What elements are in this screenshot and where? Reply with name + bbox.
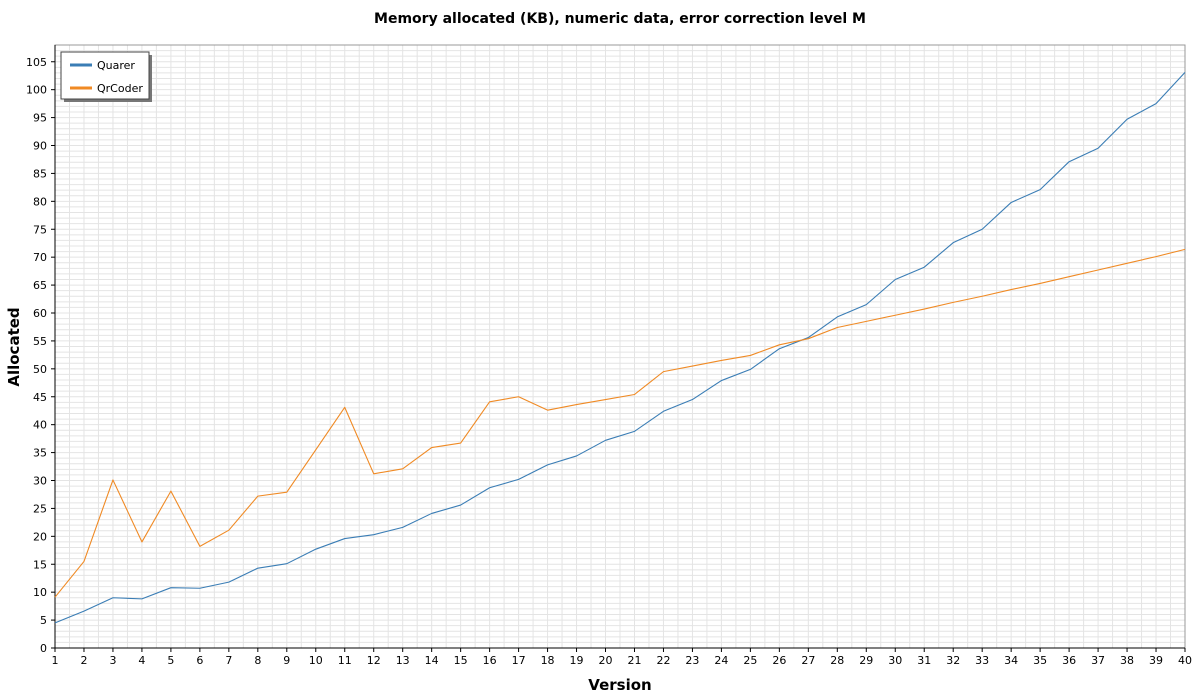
y-tick-label: 25 — [33, 502, 47, 515]
x-tick-label: 10 — [309, 654, 323, 667]
axes — [51, 44, 1186, 652]
x-tick-label: 30 — [888, 654, 902, 667]
x-tick-label: 33 — [975, 654, 989, 667]
x-tick-label: 14 — [425, 654, 439, 667]
x-tick-label: 27 — [801, 654, 815, 667]
y-tick-label: 70 — [33, 251, 47, 264]
x-tick-label: 29 — [859, 654, 873, 667]
legend: Quarer QrCoder — [60, 51, 152, 102]
x-tick-label: 31 — [917, 654, 931, 667]
y-tick-label: 65 — [33, 279, 47, 292]
x-tick-label: 35 — [1033, 654, 1047, 667]
x-tick-label: 37 — [1091, 654, 1105, 667]
x-tick-label: 13 — [396, 654, 410, 667]
x-tick-label: 25 — [743, 654, 757, 667]
y-tick-label: 5 — [40, 614, 47, 627]
x-tick-label: 12 — [367, 654, 381, 667]
x-tick-label: 22 — [656, 654, 670, 667]
chart-title: Memory allocated (KB), numeric data, err… — [374, 11, 866, 27]
x-tick-label: 36 — [1062, 654, 1076, 667]
y-tick-label: 85 — [33, 167, 47, 180]
x-tick-label: 39 — [1149, 654, 1163, 667]
y-tick-label: 40 — [33, 419, 47, 432]
x-tick-label: 5 — [167, 654, 174, 667]
x-tick-label: 17 — [512, 654, 526, 667]
y-tick-label: 15 — [33, 558, 47, 571]
grid-lines — [55, 44, 1186, 648]
y-tick-label: 105 — [26, 56, 47, 69]
series-line-qrcoder — [54, 248, 1186, 598]
x-axis-title: Version — [588, 676, 651, 694]
y-tick-label: 35 — [33, 447, 47, 460]
x-tick-label: 15 — [454, 654, 468, 667]
x-tick-label: 1 — [52, 654, 59, 667]
x-tick-label: 2 — [80, 654, 87, 667]
x-tick-label: 6 — [196, 654, 203, 667]
y-axis-title: Allocated — [5, 307, 23, 386]
x-tick-label: 40 — [1178, 654, 1192, 667]
x-tick-label: 28 — [830, 654, 844, 667]
y-tick-label: 60 — [33, 307, 47, 320]
x-tick-label: 8 — [254, 654, 261, 667]
x-tick-label: 9 — [283, 654, 290, 667]
x-tick-label: 32 — [946, 654, 960, 667]
legend-label-quarer: Quarer — [97, 59, 135, 72]
series-lines — [54, 71, 1186, 624]
x-tick-label: 34 — [1004, 654, 1018, 667]
legend-label-qrcoder: QrCoder — [97, 82, 143, 95]
x-tick-label: 24 — [714, 654, 728, 667]
y-tick-label: 80 — [33, 195, 47, 208]
y-tick-label: 10 — [33, 586, 47, 599]
x-tick-label: 21 — [627, 654, 641, 667]
x-tick-label: 18 — [541, 654, 555, 667]
x-tick-label: 23 — [685, 654, 699, 667]
x-tick-label: 3 — [109, 654, 116, 667]
y-tick-label: 30 — [33, 475, 47, 488]
y-tick-label: 55 — [33, 335, 47, 348]
y-tick-label: 75 — [33, 223, 47, 236]
y-tick-label: 50 — [33, 363, 47, 376]
legend-box — [60, 51, 150, 100]
x-tick-label: 38 — [1120, 654, 1134, 667]
series-line-quarer — [54, 71, 1186, 624]
x-tick-label: 26 — [772, 654, 786, 667]
x-tick-label: 11 — [338, 654, 352, 667]
x-tick-label: 4 — [138, 654, 145, 667]
y-tick-label: 45 — [33, 391, 47, 404]
x-tick-label: 16 — [483, 654, 497, 667]
x-tick-label: 7 — [225, 654, 232, 667]
tick-labels: 0510152025303540455055606570758085909510… — [26, 56, 1192, 667]
y-tick-label: 20 — [33, 530, 47, 543]
y-tick-label: 100 — [26, 84, 47, 97]
y-tick-label: 95 — [33, 112, 47, 125]
x-tick-label: 19 — [570, 654, 584, 667]
x-tick-label: 20 — [599, 654, 613, 667]
y-tick-label: 0 — [40, 642, 47, 655]
y-tick-label: 90 — [33, 140, 47, 153]
